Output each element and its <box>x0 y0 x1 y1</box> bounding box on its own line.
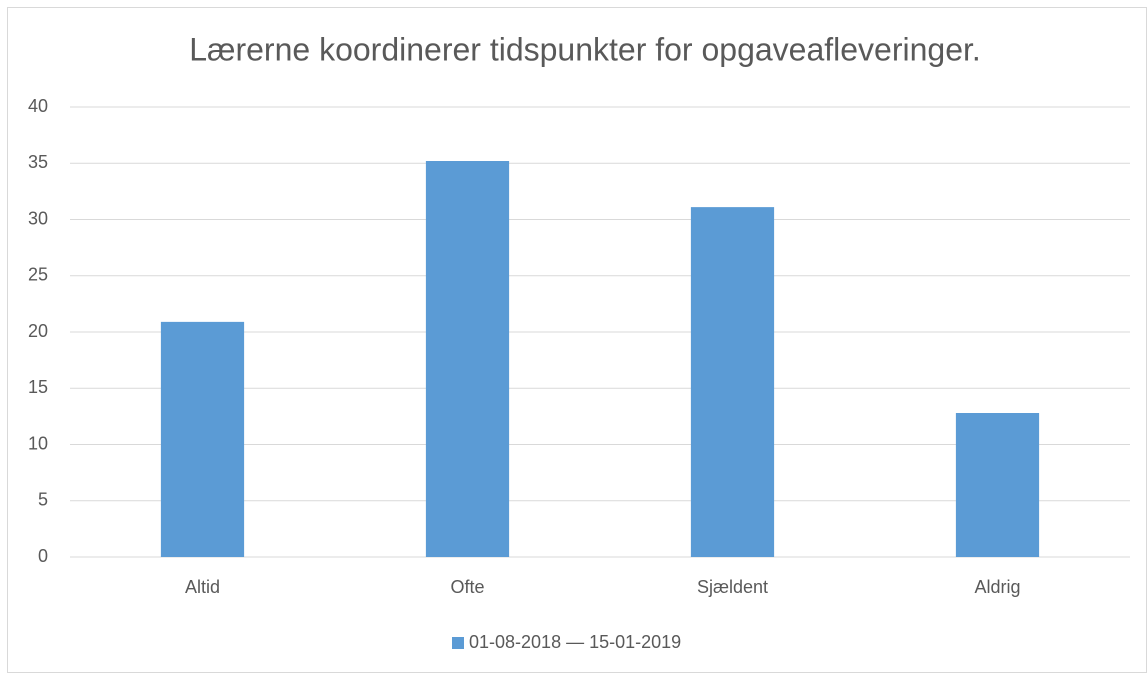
y-tick-label: 35 <box>28 152 48 172</box>
y-tick-label: 0 <box>38 546 48 566</box>
bar <box>690 207 775 557</box>
legend-label: 01-08-2018 — 15-01-2019 <box>469 632 681 652</box>
chart-title: Lærerne koordinerer tidspunkter for opga… <box>189 31 981 67</box>
x-tick-label: Aldrig <box>974 577 1020 597</box>
y-tick-label: 10 <box>28 433 48 453</box>
bar <box>955 413 1040 557</box>
legend-swatch <box>452 637 464 649</box>
y-tick-label: 15 <box>28 377 48 397</box>
x-tick-label: Altid <box>185 577 220 597</box>
bar <box>160 321 245 557</box>
bar <box>425 161 510 557</box>
y-tick-label: 5 <box>38 490 48 510</box>
y-tick-label: 25 <box>28 265 48 285</box>
x-tick-label: Ofte <box>450 577 484 597</box>
y-tick-label: 40 <box>28 96 48 116</box>
y-tick-label: 30 <box>28 208 48 228</box>
y-tick-label: 20 <box>28 321 48 341</box>
x-tick-label: Sjældent <box>697 577 768 597</box>
